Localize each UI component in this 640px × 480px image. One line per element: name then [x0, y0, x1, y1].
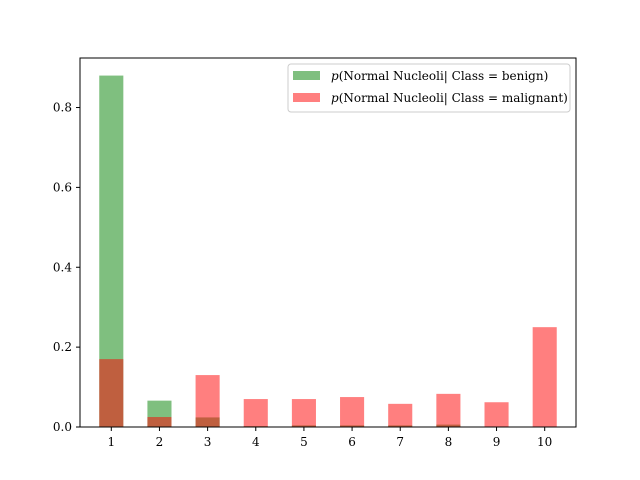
x-tick-label-8: 8 [445, 435, 453, 449]
legend-swatch-benign [293, 71, 320, 80]
legend-swatch-malignant [293, 93, 320, 102]
legend-label-benign: p(Normal Nucleoli| Class = benign) [331, 69, 548, 83]
bar-malignant-7 [388, 403, 413, 427]
x-tick-label-9: 9 [493, 435, 501, 449]
legend-label-malignant: p(Normal Nucleoli| Class = malignant) [331, 91, 568, 105]
y-tick-label-0.4: 0.4 [53, 260, 72, 274]
bar-malignant-6 [340, 397, 365, 427]
bars-layer [99, 75, 557, 427]
y-tick-label-0.6: 0.6 [53, 180, 72, 194]
x-tick-label-1: 1 [107, 435, 115, 449]
bar-malignant-2 [147, 417, 172, 427]
x-tick-label-7: 7 [396, 435, 404, 449]
x-tick-label-5: 5 [300, 435, 308, 449]
y-tick-label-0.0: 0.0 [53, 420, 72, 434]
legend: p(Normal Nucleoli| Class = benign) p(Nor… [287, 63, 571, 113]
legend-box [287, 63, 571, 113]
bar-malignant-3 [195, 375, 220, 427]
x-tick-label-3: 3 [204, 435, 212, 449]
bar-malignant-5 [291, 399, 316, 427]
bar-malignant-4 [243, 399, 268, 427]
x-tick-label-6: 6 [348, 435, 356, 449]
x-tick-label-4: 4 [252, 435, 260, 449]
y-tick-label-0.8: 0.8 [53, 101, 72, 115]
bar-malignant-1 [99, 359, 124, 427]
x-tick-label-2: 2 [156, 435, 164, 449]
x-tick-label-10: 10 [537, 435, 552, 449]
y-tick-label-0.2: 0.2 [53, 340, 72, 354]
plot-frame [79, 57, 577, 428]
bar-malignant-8 [436, 393, 461, 427]
bar-malignant-9 [484, 402, 509, 427]
x-axis: 1 2 3 4 5 6 7 8 9 10 [107, 427, 552, 449]
y-axis: 0.0 0.2 0.4 0.6 0.8 [53, 101, 80, 434]
bar-malignant-10 [532, 327, 557, 427]
